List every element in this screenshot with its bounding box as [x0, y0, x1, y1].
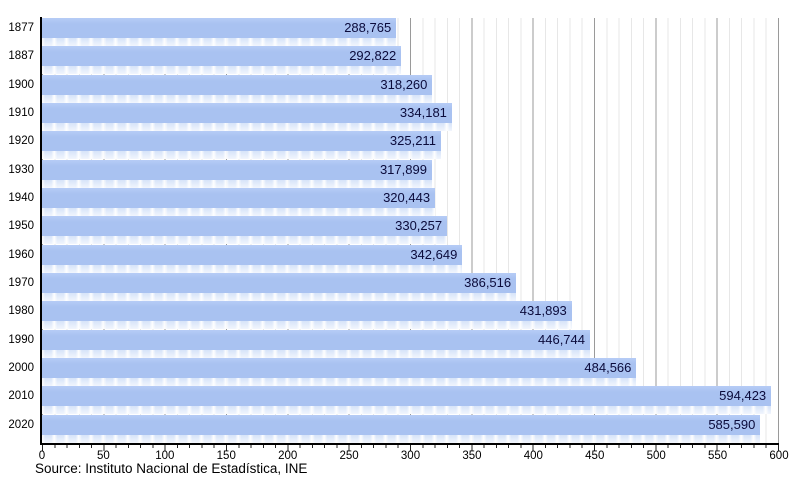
bar: 386,516 [42, 273, 517, 293]
bar-reflection-strip [42, 293, 517, 301]
bar-value-label: 288,765 [344, 20, 392, 35]
x-tick-label: 150 [216, 450, 236, 462]
y-axis-line [40, 17, 42, 444]
x-tick-label: 550 [707, 450, 728, 462]
bar-value-label: 585,590 [708, 416, 756, 432]
bar-reflection-strip [42, 151, 441, 160]
bar-value-label: 330,257 [395, 218, 443, 234]
x-tick-label: 500 [646, 450, 666, 462]
y-tick-label: 1950 [8, 220, 34, 233]
bar-reflection-strip [42, 349, 590, 358]
bar-value-label: 325,211 [389, 133, 436, 149]
bar-value-label: 446,744 [538, 331, 585, 347]
bar-reflection-strip [42, 66, 402, 75]
bar-reflection-strip [42, 38, 397, 46]
bar-value-label: 292,822 [349, 48, 397, 64]
bar-value-label: 386,516 [464, 275, 512, 290]
bar: 342,649 [42, 244, 463, 265]
bar-row: 594,423 [42, 386, 778, 415]
y-tick-label: 1930 [8, 163, 34, 176]
source-caption: Source: Instituto Nacional de Estadístic… [35, 461, 308, 476]
bar-row: 317,899 [42, 159, 778, 188]
x-tick-label: 600 [769, 450, 789, 462]
bar-value-label: 431,893 [519, 303, 567, 319]
x-tick-label: 0 [38, 450, 46, 462]
bar-row: 431,893 [42, 301, 778, 330]
x-tick-label: 350 [462, 450, 482, 462]
x-tick-label: 400 [523, 450, 543, 462]
x-tick-label: 50 [97, 450, 110, 462]
bar-reflection-strip [42, 179, 432, 188]
bar-reflection-strip [42, 378, 637, 386]
y-axis-labels: 1877 1887 1900 1910 1920 1930 1940 1950 1960 1970… [0, 18, 34, 443]
y-tick-label: 1887 [8, 50, 34, 63]
bar-row: 585,590 [42, 414, 778, 443]
bar-row: 386,516 [42, 273, 778, 301]
bar: 585,590 [42, 414, 761, 435]
bar: 292,822 [42, 46, 402, 67]
bar-reflection-strip [42, 321, 572, 330]
y-tick-label: 1940 [8, 192, 34, 204]
x-axis-tick-labels: 0 50 100 150 200 250 300 350 400 450 500 550 600 [38, 450, 789, 464]
bar-row: 446,744 [42, 329, 778, 358]
bar-value-label: 342,649 [410, 246, 458, 262]
bar-row: 318,260 [42, 74, 778, 103]
bar-row: 288,765 [42, 18, 778, 46]
bar-row: 292,822 [42, 46, 778, 75]
y-tick-label: 1970 [8, 277, 34, 289]
bar-reflection-strip [42, 264, 463, 273]
bar-row: 330,257 [42, 216, 778, 245]
bar-value-label: 484,566 [584, 360, 632, 375]
x-tick-label: 250 [339, 450, 359, 462]
x-tick-label: 300 [400, 450, 421, 462]
x-tick-label: 200 [278, 450, 298, 462]
bar-reflection-strip [42, 236, 448, 245]
bar-value-label: 317,899 [379, 161, 427, 177]
bar: 325,211 [42, 131, 441, 152]
y-tick-label: 2000 [8, 362, 34, 374]
x-axis-ticks [42, 445, 779, 451]
bar-value-label: 318,260 [380, 76, 428, 92]
bar-value-label: 334,181 [399, 105, 447, 120]
x-tick-label: 100 [155, 450, 175, 462]
bar-row: 342,649 [42, 244, 778, 273]
bar: 431,893 [42, 301, 572, 322]
y-tick-label: 2020 [8, 418, 34, 431]
y-tick-label: 1900 [8, 78, 34, 91]
y-tick-label: 1920 [8, 135, 34, 148]
x-tick-label: 450 [585, 450, 605, 462]
bar-value-label: 320,443 [383, 190, 431, 205]
bar-row: 484,566 [42, 358, 778, 386]
bar-reflection-strip [42, 123, 452, 131]
y-tick-label: 1980 [8, 305, 34, 318]
bar: 317,899 [42, 159, 432, 180]
bar: 484,566 [42, 358, 637, 378]
bar: 318,260 [42, 74, 433, 95]
bar-value-label: 594,423 [719, 388, 767, 404]
plot-area: 288,765 292,822 318,260 334,181 325,211 317,8… [42, 18, 779, 443]
x-axis-line [40, 443, 779, 445]
y-tick-label: 1877 [8, 22, 34, 34]
y-tick-label: 1910 [8, 107, 34, 119]
bar-row: 325,211 [42, 131, 778, 160]
bar-reflection-strip [42, 434, 761, 443]
y-tick-label: 2010 [8, 390, 34, 403]
bar-row: 334,181 [42, 103, 778, 131]
bar-row: 320,443 [42, 188, 778, 216]
bar: 330,257 [42, 216, 448, 237]
bar: 334,181 [42, 103, 452, 123]
y-tick-label: 1960 [8, 248, 34, 261]
y-tick-label: 1990 [8, 333, 34, 346]
bar-reflection-strip [42, 406, 772, 415]
bar: 288,765 [42, 18, 397, 38]
bar: 446,744 [42, 329, 590, 350]
bar-reflection-strip [42, 94, 433, 103]
bar: 594,423 [42, 386, 772, 407]
bar-reflection-strip [42, 208, 436, 216]
bar: 320,443 [42, 188, 436, 208]
